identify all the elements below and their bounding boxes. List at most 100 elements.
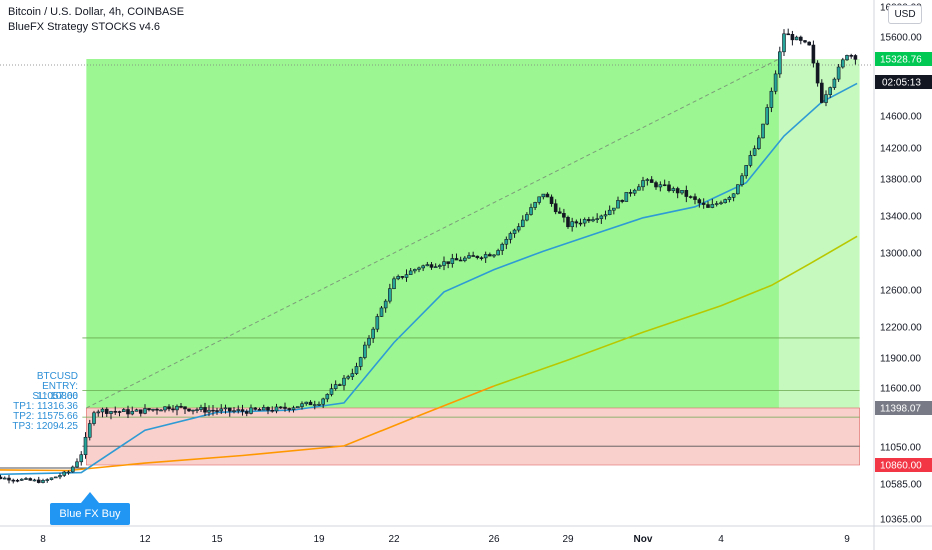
indicator-label: BlueFX Strategy STOCKS v4.6 [8, 21, 161, 33]
candle-body [11, 479, 16, 482]
candle-body [500, 243, 505, 251]
candle-body [706, 204, 710, 208]
candle-body [675, 188, 680, 194]
candle-body [719, 202, 723, 205]
candle-body [562, 213, 566, 218]
info-symbol: BTCUSD [36, 371, 78, 382]
candle-body [710, 204, 715, 208]
candle-body [811, 44, 816, 64]
info-tp3: TP3: 12094.25 [12, 421, 78, 432]
candle-body [70, 466, 75, 473]
candle-body [773, 73, 778, 92]
candle-body [96, 411, 101, 414]
candle-body [396, 276, 400, 280]
y-tick-label: 10585.00 [880, 480, 922, 491]
candle-body [7, 477, 11, 481]
candle-body [688, 196, 693, 198]
candle-body [582, 219, 587, 224]
candle-body [317, 403, 321, 406]
candle-body [191, 409, 195, 412]
ema-slow-line-b [493, 235, 858, 387]
candle-body [649, 179, 654, 183]
candle-body [727, 197, 732, 200]
info-entry: ENTRY: 11057.06 [37, 381, 78, 402]
candle-body [815, 62, 820, 84]
candle-body [400, 276, 405, 278]
candle-body [697, 199, 702, 204]
candle-body [346, 376, 350, 379]
candle-body [278, 406, 283, 409]
candle-body [557, 211, 562, 214]
candle-body [752, 148, 757, 156]
candle-body [367, 337, 371, 346]
candle-body [100, 408, 105, 413]
candle-body [19, 478, 24, 481]
candle-body [853, 55, 858, 60]
candle-body [58, 475, 62, 478]
candle-body [620, 200, 624, 202]
candle-body [183, 406, 187, 410]
candle-body [454, 258, 459, 261]
candle-body [684, 190, 689, 197]
candle-body [616, 200, 620, 209]
buy-signal-badge[interactable]: Blue FX Buy [50, 503, 130, 525]
candle-body [199, 407, 203, 410]
countdown-bg [875, 75, 932, 89]
candle-body [92, 412, 96, 424]
candle-body [117, 411, 122, 413]
candle-body [75, 461, 79, 468]
x-tick-label: 19 [313, 534, 325, 545]
candle-body [24, 478, 28, 480]
candle-body [769, 90, 774, 108]
candle-body [244, 411, 249, 414]
candle-body [232, 410, 236, 412]
candle-body [392, 278, 396, 289]
candle-body [227, 407, 232, 412]
price-label-bg [875, 52, 932, 66]
candle-body [159, 409, 163, 412]
y-tick-label: 11050.00 [880, 443, 921, 454]
candle-body [187, 408, 191, 412]
candle-body [304, 401, 309, 405]
candle-body [798, 36, 803, 41]
candle-body [748, 155, 753, 166]
candle-body [840, 59, 845, 68]
candle-body [832, 78, 837, 88]
y-tick-label: 12600.00 [880, 286, 922, 297]
x-tick-label: 15 [211, 534, 223, 545]
candle-body [179, 405, 183, 408]
candle-body [824, 94, 828, 103]
candle-body [845, 55, 849, 61]
candle-body [408, 270, 413, 275]
candle-body [603, 214, 608, 217]
candle-body [819, 82, 824, 103]
candle-body [628, 192, 633, 194]
ema-fast-line [0, 82, 858, 476]
candle-body [79, 454, 84, 463]
candle-body [735, 184, 740, 195]
y-tick-label: 15600.00 [880, 33, 922, 44]
candle-body [545, 193, 550, 198]
candle-body [553, 203, 558, 213]
candle-body [549, 196, 554, 204]
candle-body [807, 41, 812, 46]
candle-body [32, 479, 37, 482]
candle-body [312, 404, 317, 406]
candle-body [28, 478, 33, 481]
candle-body [163, 406, 167, 411]
candle-body [723, 199, 728, 204]
candle-body [566, 216, 570, 228]
candle-body [471, 255, 475, 257]
x-tick-label: 9 [844, 534, 850, 545]
price-label-bg [875, 401, 932, 415]
info-tp2: TP2: 11575.66 [13, 411, 78, 422]
candle-body [504, 239, 509, 245]
candle-body [413, 269, 417, 272]
candle-body [383, 300, 388, 309]
currency-button[interactable]: USD [888, 5, 922, 24]
candle-body [777, 51, 782, 75]
candle-body [41, 480, 45, 483]
candle-body [667, 184, 671, 192]
candle-body [467, 255, 471, 259]
